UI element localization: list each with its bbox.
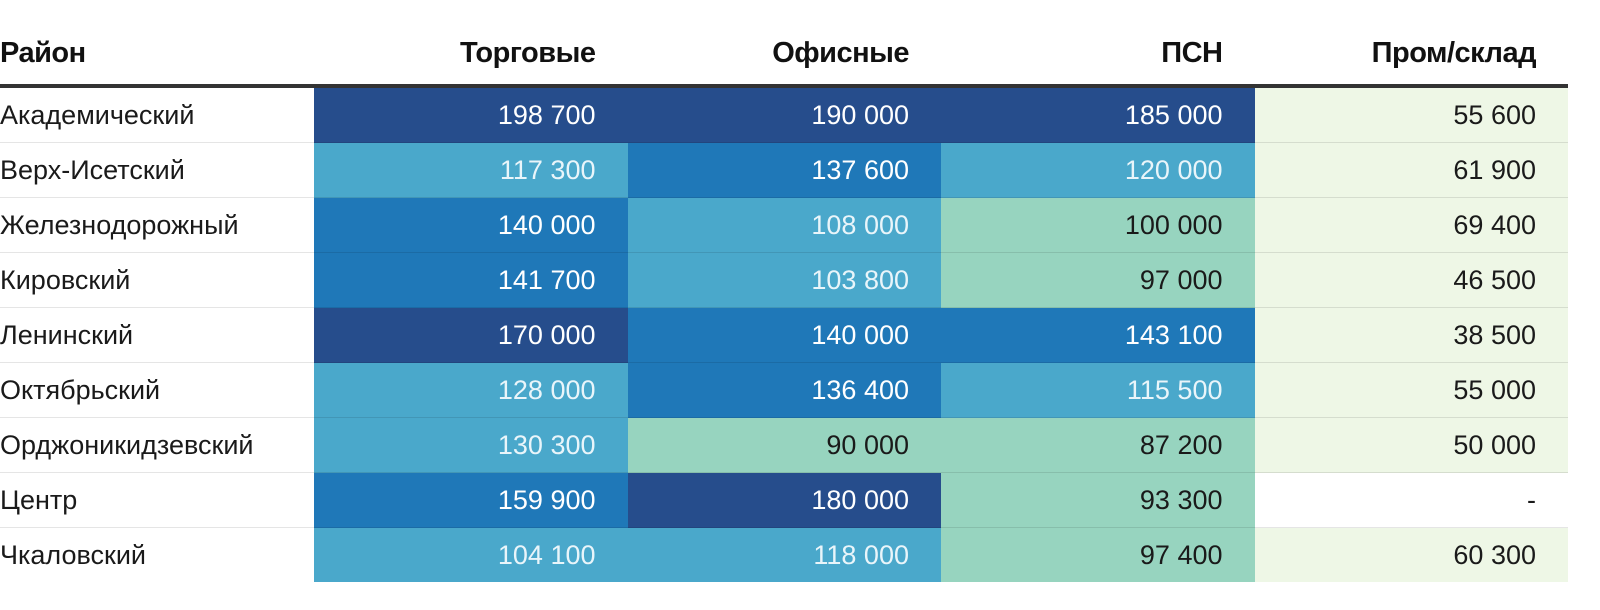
value-cell-industrial: 50 000 [1254,417,1568,473]
value-cell-office: 103 800 [627,252,941,308]
table-row: Верх-Исетский 117 300 137 600 120 000 61 900 [0,142,1568,198]
value-cell-psn: 143 100 [941,307,1255,363]
district-name-cell: Октябрьский [0,362,314,418]
value-cell-industrial: 60 300 [1254,527,1568,582]
value-cell-industrial: 69 400 [1254,197,1568,253]
district-name-cell: Железнодорожный [0,197,314,253]
value-cell-retail: 198 700 [314,86,628,143]
value-cell-office: 180 000 [627,472,941,528]
value-cell-industrial: 55 600 [1254,86,1568,143]
value-cell-office: 118 000 [627,527,941,582]
column-header-office[interactable]: Офисные [627,22,941,88]
district-name-cell: Ленинский [0,307,314,363]
district-name-cell: Кировский [0,252,314,308]
value-cell-retail: 130 300 [314,417,628,473]
table-row: Кировский 141 700 103 800 97 000 46 500 [0,252,1568,308]
value-cell-industrial: - [1254,472,1568,528]
table-row: Октябрьский 128 000 136 400 115 500 55 000 [0,362,1568,418]
value-cell-industrial: 61 900 [1254,142,1568,198]
table-row: Ленинский 170 000 140 000 143 100 38 500 [0,307,1568,363]
value-cell-psn: 97 400 [941,527,1255,582]
value-cell-retail: 170 000 [314,307,628,363]
district-name-cell: Центр [0,472,314,528]
value-cell-psn: 97 000 [941,252,1255,308]
table-row: Центр 159 900 180 000 93 300- [0,472,1568,528]
value-cell-retail: 104 100 [314,527,628,582]
value-cell-retail: 140 000 [314,197,628,253]
value-cell-psn: 120 000 [941,142,1255,198]
column-header-retail[interactable]: Торговые [314,22,628,88]
district-name-cell: Верх-Исетский [0,142,314,198]
value-cell-office: 137 600 [627,142,941,198]
column-header-psn[interactable]: ПСН [941,22,1255,88]
value-cell-office: 140 000 [627,307,941,363]
district-name-cell: Чкаловский [0,527,314,582]
value-cell-office: 108 000 [627,197,941,253]
column-header-district[interactable]: Район [0,22,314,88]
value-cell-industrial: 46 500 [1254,252,1568,308]
value-cell-industrial: 38 500 [1254,307,1568,363]
header-row: Район Торговые Офисные ПСН Пром/склад [0,22,1568,88]
value-cell-psn: 93 300 [941,472,1255,528]
table-row: Чкаловский 104 100 118 000 97 400 60 300 [0,527,1568,582]
column-header-industrial[interactable]: Пром/склад [1254,22,1568,88]
table-body: Академический 198 700 190 000 185 000 55 600… [0,86,1568,582]
table-row: Железнодорожный 140 000 108 000 100 000 69 4… [0,197,1568,253]
value-cell-psn: 185 000 [941,86,1255,143]
value-cell-psn: 87 200 [941,417,1255,473]
value-cell-retail: 159 900 [314,472,628,528]
price-heatmap-table: Район Торговые Офисные ПСН Пром/склад Ак… [0,22,1568,582]
district-name-cell: Академический [0,86,314,143]
value-cell-office: 136 400 [627,362,941,418]
value-cell-office: 190 000 [627,86,941,143]
value-cell-industrial: 55 000 [1254,362,1568,418]
value-cell-retail: 141 700 [314,252,628,308]
value-cell-office: 90 000 [627,417,941,473]
table-row: Академический 198 700 190 000 185 000 55 600 [0,86,1568,143]
value-cell-retail: 128 000 [314,362,628,418]
table-row: Орджоникидзевский 130 300 90 000 87 200 50 0… [0,417,1568,473]
value-cell-psn: 100 000 [941,197,1255,253]
value-cell-retail: 117 300 [314,142,628,198]
district-name-cell: Орджоникидзевский [0,417,314,473]
value-cell-psn: 115 500 [941,362,1255,418]
